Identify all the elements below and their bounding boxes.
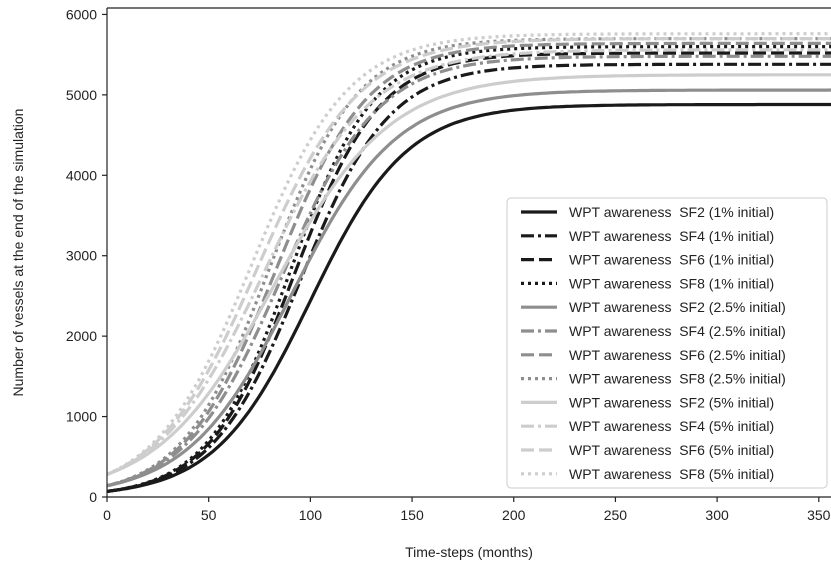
legend-entry: WPT awareness SF4 (2.5% initial) — [521, 323, 786, 339]
legend-entry: WPT awareness SF6 (1% initial) — [521, 252, 774, 268]
y-tick-label: 5000 — [66, 87, 97, 103]
series-line-7 — [107, 41, 831, 488]
legend-label: WPT awareness SF2 (2.5% initial) — [569, 299, 786, 315]
legend-box — [506, 197, 828, 489]
plot-area — [107, 32, 831, 493]
legend-entry: WPT awareness SF2 (5% initial) — [521, 394, 774, 410]
y-tick-label: 0 — [89, 489, 97, 505]
x-tick-label: 0 — [103, 507, 111, 523]
legend-entry: WPT awareness SF6 (2.5% initial) — [521, 347, 786, 363]
legend-label: WPT awareness SF8 (1% initial) — [569, 275, 774, 291]
series-line-12 — [107, 32, 831, 476]
legend-entry: WPT awareness SF8 (5% initial) — [521, 466, 774, 482]
x-tick-label: 200 — [502, 507, 526, 523]
x-tick-label: 150 — [400, 507, 424, 523]
series-line-11 — [107, 37, 831, 476]
x-tick-label: 100 — [299, 507, 323, 523]
legend-entry: WPT awareness SF8 (2.5% initial) — [521, 371, 786, 387]
y-tick-label: 4000 — [66, 167, 97, 183]
x-tick-label: 250 — [604, 507, 628, 523]
legend-entry: WPT awareness SF2 (1% initial) — [521, 204, 774, 220]
series-line-1 — [107, 102, 831, 493]
legend-entry: WPT awareness SF2 (2.5% initial) — [521, 299, 786, 315]
legend-label: WPT awareness SF8 (2.5% initial) — [569, 371, 786, 387]
legend-label: WPT awareness SF8 (5% initial) — [569, 466, 774, 482]
series-line-10 — [107, 48, 831, 476]
legend-label: WPT awareness SF6 (1% initial) — [569, 252, 774, 268]
y-tick-label: 3000 — [66, 248, 97, 264]
x-tick-label: 350 — [807, 507, 831, 523]
y-tick-label: 6000 — [66, 6, 97, 22]
legend-entry: WPT awareness SF4 (1% initial) — [521, 228, 774, 244]
x-tick-label: 300 — [705, 507, 729, 523]
series-line-9 — [107, 73, 831, 476]
legend-label: WPT awareness SF6 (2.5% initial) — [569, 347, 786, 363]
series-line-6 — [107, 54, 831, 488]
legend-label: WPT awareness SF4 (2.5% initial) — [569, 323, 786, 339]
y-axis-title: Number of vessels at the end of the simu… — [10, 109, 26, 397]
legend-label: WPT awareness SF2 (5% initial) — [569, 394, 774, 410]
legend-entry: WPT awareness SF8 (1% initial) — [521, 275, 774, 291]
series-line-4 — [107, 45, 831, 493]
legend-entry: WPT awareness SF4 (5% initial) — [521, 418, 774, 434]
x-axis-title: Time-steps (months) — [405, 544, 533, 560]
legend-label: WPT awareness SF4 (1% initial) — [569, 228, 774, 244]
legend-label: WPT awareness SF6 (5% initial) — [569, 442, 774, 458]
axes: 0 50 100 150 200 250 300 350 0 1000 2000 3000 4000 50… — [66, 6, 831, 523]
y-tick-label: 2000 — [66, 328, 97, 344]
x-tick-label: 50 — [201, 507, 217, 523]
legend-entry: WPT awareness SF6 (5% initial) — [521, 442, 774, 458]
series-line-5 — [107, 88, 831, 488]
legend-label: WPT awareness SF4 (5% initial) — [569, 418, 774, 434]
series-line-2 — [107, 62, 831, 493]
series-line-3 — [107, 51, 831, 493]
legend: WPT awareness SF2 (1% initial) WPT awaren… — [506, 197, 828, 489]
legend-label: WPT awareness SF2 (1% initial) — [569, 204, 774, 220]
y-tick-label: 1000 — [66, 409, 97, 425]
